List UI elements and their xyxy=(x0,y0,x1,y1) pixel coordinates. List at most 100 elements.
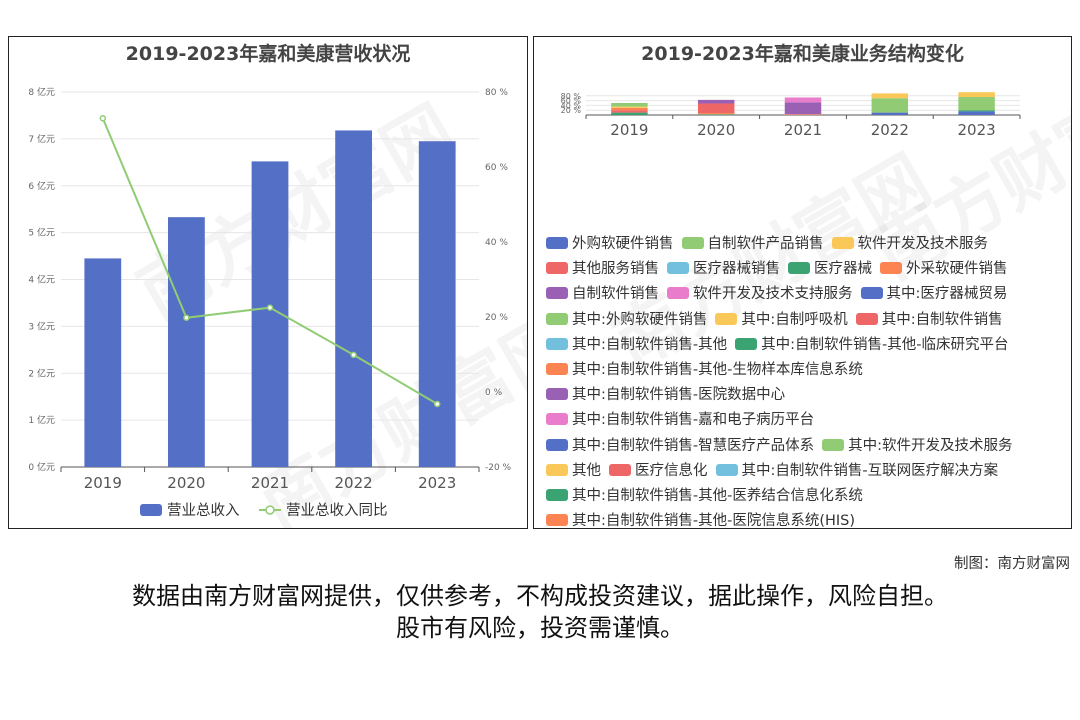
legend-swatch xyxy=(667,262,689,275)
revenue-chart-svg: 0 亿元 1 亿元 2 亿元 3 亿元 4 亿元 5 亿元 6 亿元 7 亿元 8 亿元 -20 … xyxy=(28,86,512,519)
legend-item: 医疗器械销售 xyxy=(667,257,780,278)
y-tick-label: 0 亿元 xyxy=(28,461,55,473)
legend-item: 自制软件销售 xyxy=(546,282,659,303)
y-tick-label: 20 % xyxy=(561,106,582,115)
y-tick-label: 7 亿元 xyxy=(28,133,55,145)
y2-tick-label: 60 % xyxy=(485,163,508,173)
legend-label: 医疗信息化 xyxy=(635,462,708,479)
legend-swatch xyxy=(546,337,568,350)
legend-swatch-revenue xyxy=(140,504,162,516)
legend-swatch xyxy=(667,287,689,300)
legend-swatch xyxy=(546,388,568,401)
legend-label: 其中:自制呼吸机 xyxy=(741,311,848,328)
legend-label: 外购软硬件销售 xyxy=(572,236,674,252)
legend-item: 其中:自制呼吸机 xyxy=(715,308,848,329)
legend-row: 其中:自制软件销售-其他-生物样本库信息系统 xyxy=(546,358,871,379)
yoy-point xyxy=(433,400,441,408)
chart-credit: 制图：南方财富网 xyxy=(954,556,1070,572)
legend-swatch xyxy=(546,237,568,249)
x-tick-label: 2019 xyxy=(610,121,648,139)
disclaimer-line-1: 数据由南方财富网提供，仅供参考，不构成投资建议，据此操作，风险自担。 xyxy=(132,582,948,610)
legend-swatch-yoy-marker xyxy=(265,505,275,515)
legend-swatch xyxy=(788,262,810,275)
x-tick-label: 2023 xyxy=(418,474,456,492)
legend-label: 其中:自制软件销售-互联网医疗解决方案 xyxy=(741,462,999,479)
legend-row: 其中:自制软件销售-嘉和电子病历平台 xyxy=(546,408,822,429)
legend-label: 其中:自制软件销售-其他 xyxy=(572,336,728,353)
legend-row: 外购软硬件销售 自制软件产品销售 软件开发及技术服务 xyxy=(546,232,996,253)
legend-label: 其中:自制软件销售-其他-生物样本库信息系统 xyxy=(572,362,863,378)
legend-swatch xyxy=(546,262,568,275)
disclaimer-line-2: 股市有风险，投资需谨慎。 xyxy=(396,614,684,642)
legend-row: 其中:自制软件销售-其他 其中:自制软件销售-其他-临床研究平台 xyxy=(546,333,1016,354)
legend-label: 自制软件产品销售 xyxy=(707,236,824,252)
x-tick-label: 2023 xyxy=(958,121,996,139)
stacked-bar-segment xyxy=(784,114,822,115)
y2-tick-label: 0 % xyxy=(485,388,503,398)
legend-item: 其中:自制软件销售 xyxy=(855,308,1003,329)
legend-label-revenue: 营业总收入 xyxy=(167,502,240,519)
legend-label: 医疗器械 xyxy=(814,261,872,278)
legend-swatch xyxy=(880,262,902,275)
yoy-point xyxy=(183,314,190,321)
business-structure-chart-panel: 南方财富网 南方财富网 2019-2023年嘉和美康业务结构变化 20 % 40 … xyxy=(533,36,1072,529)
y-tick-label: 2 亿元 xyxy=(28,367,55,379)
legend-item: 其他 xyxy=(546,459,601,480)
y-tick-label: 80 % xyxy=(561,92,582,101)
y2-tick-label: 80 % xyxy=(485,88,508,98)
x-tick-label: 2022 xyxy=(871,121,909,139)
y-tick-label: 60 % xyxy=(561,97,582,106)
legend-swatch xyxy=(546,287,568,300)
stacked-bar-segment xyxy=(697,113,735,115)
y-tick-label: 1 亿元 xyxy=(28,414,55,426)
stacked-bar-segment xyxy=(958,92,995,97)
stacked-bar-segment xyxy=(611,110,648,113)
stacked-bar-segment xyxy=(958,97,995,111)
legend-item: 其中:自制软件销售-其他-临床研究平台 xyxy=(735,333,1008,354)
stacked-bar-segment xyxy=(611,107,648,111)
legend-swatch xyxy=(735,337,758,350)
legend-swatch xyxy=(546,312,568,325)
legend-item: 其中:自制软件销售-医院数据中心 xyxy=(546,383,785,404)
y-tick-label: 6 亿元 xyxy=(28,180,55,192)
legend-item: 外采软硬件销售 xyxy=(880,257,1008,278)
legend-item: 医疗信息化 xyxy=(609,459,708,480)
stacked-bar-segment xyxy=(871,93,909,99)
legend-label: 其中:自制软件销售-其他-临床研究平台 xyxy=(761,336,1009,353)
stacked-bar-segment xyxy=(611,103,648,107)
legend-label: 其中:自制软件销售 xyxy=(881,311,1003,328)
stacked-bar-segment xyxy=(958,110,995,112)
stacked-bar-segment xyxy=(958,111,995,115)
legend-row: 其中:自制软件销售-其他-医养结合信息化系统 xyxy=(546,484,871,505)
legend-swatch xyxy=(546,363,568,375)
legend-label: 其中:自制软件销售-智慧医疗产品体系 xyxy=(572,437,815,454)
revenue-bar xyxy=(335,130,372,467)
legend-row: 其中:自制软件销售-医院数据中心 xyxy=(546,383,793,404)
stacked-bar-segment xyxy=(784,97,822,103)
yoy-point xyxy=(266,304,274,311)
legend-item: 其中:自制软件销售-其他-生物样本库信息系统 xyxy=(546,358,863,379)
legend-item: 其中:自制软件销售-其他-医养结合信息化系统 xyxy=(546,484,863,505)
legend-item: 其他服务销售 xyxy=(546,257,659,278)
y-tick-label: 4 亿元 xyxy=(28,274,55,286)
legend-row: 其中:自制软件销售-智慧医疗产品体系 其中:软件开发及技术服务 xyxy=(546,434,1021,455)
legend-swatch xyxy=(855,312,878,325)
legend-item: 其中:软件开发及技术服务 xyxy=(822,434,1013,455)
legend-label: 其中:软件开发及技术服务 xyxy=(848,437,1013,454)
yoy-point xyxy=(99,115,107,122)
y-tick-label: 5 亿元 xyxy=(28,227,55,239)
legend-label: 软件开发及技术服务 xyxy=(857,236,989,252)
x-tick-label: 2019 xyxy=(84,474,122,492)
revenue-bar xyxy=(84,258,122,467)
legend-swatch xyxy=(822,438,845,451)
legend-label: 其中:外购软硬件销售 xyxy=(572,311,708,328)
legend-label: 其中:自制软件销售-医院数据中心 xyxy=(572,387,786,404)
legend-item: 其中:自制软件销售-智慧医疗产品体系 xyxy=(546,434,814,455)
legend-swatch xyxy=(715,463,738,476)
legend-label: 外采软硬件销售 xyxy=(906,261,1008,278)
y2-tick-label: -20 % xyxy=(485,463,512,473)
legend-item: 外购软硬件销售 xyxy=(546,232,674,253)
revenue-bar xyxy=(168,217,205,467)
legend-swatch xyxy=(681,237,704,249)
legend-label: 医疗器械销售 xyxy=(693,261,780,278)
